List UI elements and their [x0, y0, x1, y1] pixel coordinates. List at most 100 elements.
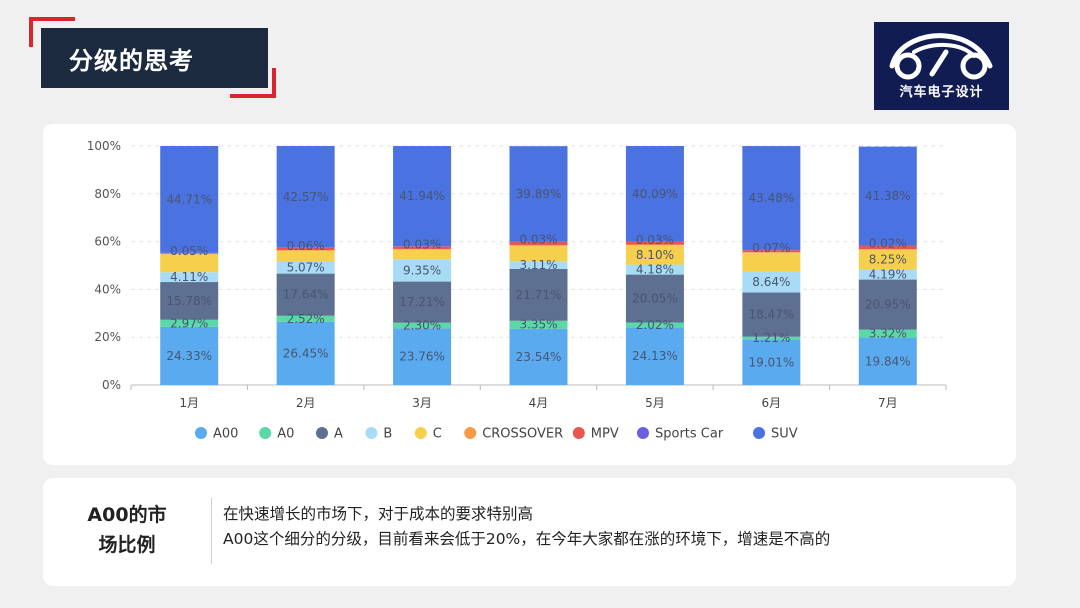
x-tick-label: 3月 [412, 396, 432, 410]
corner-accent-top-left [29, 17, 75, 21]
bar-segment [742, 250, 801, 253]
data-label: 19.01% [748, 355, 794, 369]
bar-segment [393, 281, 452, 323]
data-label: 15.78% [166, 294, 212, 308]
bar-segment [625, 322, 684, 328]
data-label: 23.76% [399, 350, 445, 364]
y-tick-label: 60% [94, 235, 121, 249]
y-tick-label: 100% [87, 139, 121, 153]
legend-marker [637, 427, 649, 439]
bar-segment [625, 245, 684, 265]
bar-segment [160, 282, 219, 320]
data-label: 5.07% [287, 261, 325, 275]
data-label: 9.35% [403, 263, 441, 277]
bar-segment [509, 146, 568, 242]
x-tick-label: 4月 [529, 396, 549, 410]
bar-segment [276, 145, 335, 248]
bar-segment [625, 327, 684, 385]
data-label: 8.10% [636, 248, 674, 262]
bar-segment [509, 261, 568, 269]
bar-segment [858, 269, 917, 280]
data-label: 23.54% [516, 350, 562, 364]
bar-segment [858, 279, 917, 330]
data-label: 4.19% [869, 268, 907, 282]
data-label: 0.03% [403, 237, 441, 251]
bar-segment [625, 146, 684, 242]
bar-segment [160, 252, 219, 254]
legend-label: CROSSOVER [482, 427, 563, 442]
summary-line-1: 在快速增长的市场下，对于成本的要求特别高 [223, 505, 534, 523]
summary-card: A00的市 场比例 在快速增长的市场下，对于成本的要求特别高 A00这个细分的分… [43, 478, 1016, 586]
bar-segment [742, 146, 801, 250]
legend-label: Sports Car [655, 427, 724, 442]
bar-segment [509, 245, 568, 262]
bar-segment [393, 146, 452, 247]
bar-segment [160, 254, 219, 273]
data-label: 0.03% [519, 233, 557, 247]
bar-segment [625, 241, 684, 245]
bar-segment [858, 249, 917, 250]
logo-text: 汽车电子设计 [899, 85, 984, 100]
bar-segment [625, 274, 684, 323]
data-label: 2.30% [403, 318, 441, 332]
bar-segment [742, 336, 801, 340]
bar-segment [742, 339, 801, 385]
corner-accent-bottom-right-vertical [272, 68, 276, 98]
corner-accent-top-left-vertical [29, 17, 33, 47]
bar-segment [858, 337, 917, 385]
bar-segment [276, 247, 335, 251]
bar-segment [160, 253, 219, 255]
legend-marker [414, 427, 427, 439]
data-label: 0.07% [752, 241, 790, 255]
bar-segment [509, 241, 568, 246]
legend-label: C [433, 427, 442, 442]
data-label: 3.32% [869, 327, 907, 341]
stacked-bar-chart: 0% 20% 40% 60% 80% 100% 1月 2月 3月 4月 5月 6月 7月 24.33% 2.… [87, 139, 947, 442]
data-label: 20.05% [632, 292, 678, 306]
bar-segment [393, 328, 452, 385]
bar-segment [160, 146, 219, 253]
brand-logo: 汽车电子设计 [874, 22, 1009, 110]
data-label: 26.45% [283, 346, 329, 360]
legend-label: A0 [277, 427, 294, 442]
bar-segment [276, 273, 335, 316]
data-label: 39.89% [516, 187, 562, 201]
data-label: 8.64% [752, 275, 790, 289]
chart-card: 0% 20% 40% 60% 80% 100% 1月 2月 3月 4月 5月 6月 7月 24.33% 2.… [43, 124, 1016, 465]
legend-label: MPV [591, 427, 619, 442]
bar-segment [858, 329, 917, 338]
data-label: 21.71% [516, 288, 562, 302]
bar-segment [276, 321, 335, 385]
x-tick-label: 6月 [762, 396, 782, 410]
data-label: 2.97% [170, 316, 208, 330]
x-tick-label: 2月 [296, 396, 316, 410]
bar-segment [625, 264, 684, 275]
data-label: 41.94% [399, 189, 445, 203]
data-label: 17.64% [283, 288, 329, 302]
data-label: 2.02% [636, 318, 674, 332]
data-label: 4.18% [636, 263, 674, 277]
bar-segment [625, 244, 684, 246]
bar-segment [742, 292, 801, 337]
summary-title-line-2: 场比例 [98, 534, 156, 556]
data-label: 0.05% [170, 244, 208, 258]
data-label: 8.25% [869, 253, 907, 267]
bar-segment [276, 261, 335, 274]
legend-label: B [383, 427, 392, 442]
data-label: 43.48% [748, 191, 794, 205]
legend-marker [259, 427, 272, 439]
bar-segment [509, 268, 568, 321]
x-tick-label: 7月 [878, 396, 898, 410]
data-label: 0.06% [287, 239, 325, 253]
bar-segment [276, 250, 335, 262]
legend-label: A00 [213, 427, 238, 442]
bar-segment [509, 328, 568, 385]
bar-segment [742, 252, 801, 272]
data-label: 0.02% [869, 237, 907, 251]
bar-segment [858, 245, 917, 250]
y-tick-label: 80% [94, 187, 121, 201]
legend-marker [365, 427, 378, 439]
bar-segment [742, 271, 801, 293]
bar-segment [393, 246, 452, 249]
bar-segment [858, 249, 917, 270]
